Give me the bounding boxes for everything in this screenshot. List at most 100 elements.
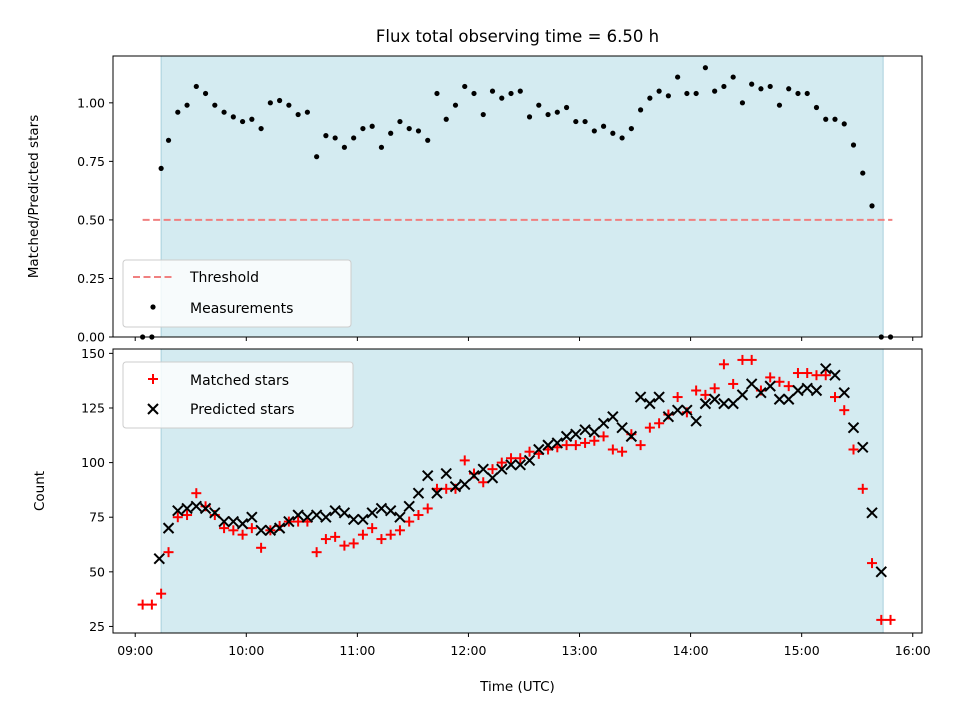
measurement-point [712,88,718,94]
predicted-point [440,467,452,480]
panel-ratio: 0.00 0.25 0.50 0.75 1.00 Flux total observin… [26,27,923,345]
x-tick-label: 10:00 [228,643,264,658]
matched-point [385,529,396,540]
matched-point [182,510,193,521]
matched-point [524,446,535,457]
measurement-point [443,116,449,122]
measurement-point [158,165,164,171]
measurement-point [795,90,801,97]
matched-point [857,483,868,494]
measurement-point [656,88,662,94]
measurement-point [277,97,283,104]
matched-point [746,354,757,365]
predicted-point [403,500,415,512]
measurement-point [526,114,533,120]
predicted-point [755,386,767,399]
predicted-point [625,430,638,443]
measurement-point [304,109,310,115]
y-axis-label-top: Matched/Predicted stars [26,115,42,278]
measurement-point [452,102,459,108]
measurement-point [758,86,764,92]
predicted-point [357,513,369,526]
matched-point [339,540,350,551]
predicted-point [384,504,397,517]
legend-predicted-swatch [147,403,159,415]
predicted-point [699,397,712,410]
matched-point [774,376,785,387]
matched-point [163,547,174,558]
predicted-point [671,404,684,416]
predicted-point [449,480,462,493]
predicted-point [681,404,693,416]
predicted-point [857,441,869,454]
measurement-point [267,100,273,106]
predicted-point [523,454,536,467]
measurement-point [323,133,329,139]
matched-point [311,547,322,558]
measurement-point [702,65,709,71]
measurement-point [193,83,199,90]
predicted-point [718,397,730,410]
measurement-point [295,111,301,118]
measurement-point [462,83,468,90]
y-tick-label: 0.50 [77,212,105,227]
measurement-point [184,102,190,108]
legend-threshold-label: Threshold [189,270,259,286]
predicted-point [459,478,471,491]
predicted-point [616,421,628,434]
predicted-point [153,553,165,565]
matched-point [256,542,267,553]
predicted-point [246,511,258,523]
predicted-point [218,515,230,528]
measurement-point [397,118,403,125]
predicted-point [551,437,564,449]
y-ticks-top: 0.00 0.25 0.50 0.75 1.00 [77,95,113,345]
matched-point [376,534,387,545]
matched-point [839,405,850,416]
x-tick-label: 15:00 [784,643,820,658]
measurement-point [786,86,792,92]
predicted-point [514,459,526,471]
measurement-point [767,83,773,90]
predicted-point [172,504,184,517]
predicted-point [162,522,175,534]
measurement-point [675,74,681,80]
matched-point [422,503,433,514]
matched-point [598,431,609,442]
predicted-point [199,502,212,515]
predicted-point [745,378,758,390]
matched-point [580,437,591,448]
matched-point [672,392,683,403]
measurement-point [563,104,570,111]
predicted-point [792,384,804,397]
predicted-point [653,391,665,403]
predicted-point [301,511,314,523]
predicted-point [347,513,360,526]
matched-point [802,368,813,379]
measurement-point [860,170,866,176]
measurement-point [823,116,829,122]
measurement-point [600,123,607,129]
measurement-point [730,74,736,80]
measurement-point [360,125,366,132]
predicted-point [607,411,619,423]
predicted-point [866,507,878,519]
predicted-point [847,421,860,434]
measurement-point [341,144,348,150]
measurement-point [517,88,523,94]
measurement-point [776,102,783,108]
measurement-point [804,90,810,97]
x-tick-label: 16:00 [895,643,931,658]
matched-point [293,516,304,527]
measurement-point [591,128,597,134]
legend-predicted-label: Predicted stars [190,402,295,418]
legend-matched-label: Matched stars [190,373,289,389]
measurement-point [545,111,551,118]
x-axis-label: Time (UTC) [479,679,555,695]
predicted-point [209,507,221,519]
measurement-point [850,142,857,148]
matched-point [394,525,405,536]
measurement-point [721,83,727,90]
measurement-point [693,90,699,97]
predicted-point [542,439,554,451]
